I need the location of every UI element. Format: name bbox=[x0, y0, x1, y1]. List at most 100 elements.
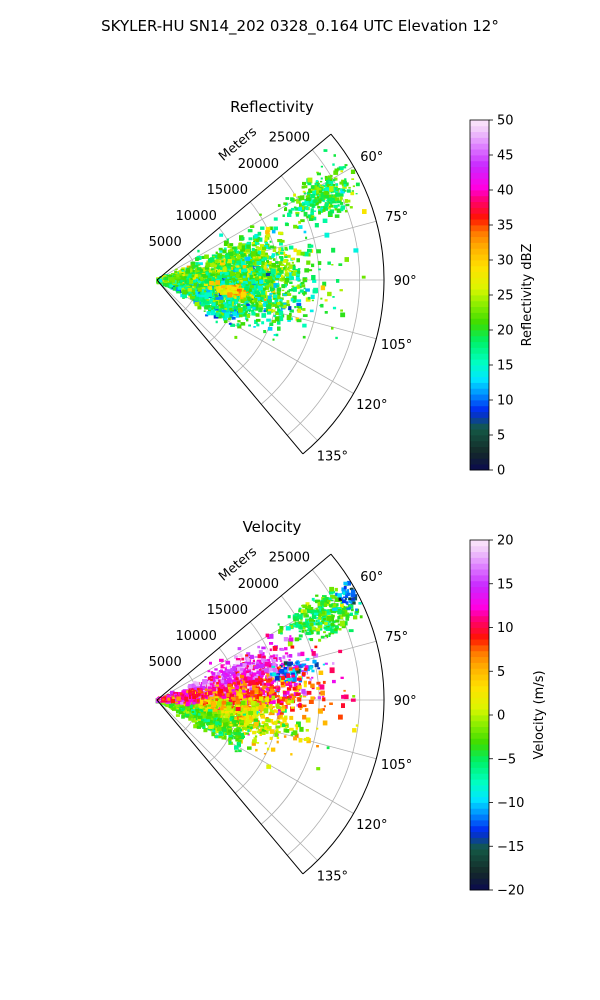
echo-gate bbox=[237, 288, 241, 292]
echo-gate bbox=[195, 262, 199, 266]
echo-gate bbox=[212, 256, 215, 258]
echo-gate bbox=[221, 683, 225, 686]
echo-gate bbox=[361, 275, 366, 279]
echo-gate bbox=[246, 244, 251, 249]
echo-gate bbox=[284, 652, 289, 655]
echo-gate bbox=[264, 308, 267, 310]
echo-gate bbox=[236, 250, 239, 254]
echo-gate bbox=[223, 240, 229, 246]
colorbar-step bbox=[470, 341, 489, 348]
echo-gate bbox=[192, 292, 196, 295]
echo-gate bbox=[277, 326, 281, 331]
echo-gate bbox=[257, 237, 261, 240]
echo-gate bbox=[242, 268, 248, 272]
echo-gate bbox=[184, 280, 187, 283]
echo-gate bbox=[201, 273, 207, 278]
echo-gate bbox=[267, 678, 271, 681]
echo-gate bbox=[254, 675, 258, 679]
echo-gate bbox=[239, 265, 243, 270]
echo-gate bbox=[266, 311, 272, 315]
echo-gate bbox=[299, 697, 302, 699]
echo-gate bbox=[194, 274, 198, 278]
echo-gate bbox=[288, 654, 292, 657]
echo-gate bbox=[265, 633, 270, 638]
echo-gate bbox=[347, 592, 350, 596]
echo-gate bbox=[264, 661, 270, 667]
echo-gate bbox=[351, 597, 355, 601]
echo-gate bbox=[293, 299, 297, 303]
echo-gate bbox=[264, 309, 269, 313]
echo-gate bbox=[362, 209, 367, 214]
echo-gate bbox=[332, 296, 335, 298]
echo-gate bbox=[272, 662, 277, 668]
echo-gate bbox=[308, 244, 314, 248]
echo-gate bbox=[297, 195, 301, 198]
echo-gate bbox=[262, 655, 266, 659]
echo-gate bbox=[340, 202, 344, 205]
echo-gate bbox=[222, 293, 227, 298]
colorbar-step bbox=[470, 417, 489, 424]
echo-gate bbox=[238, 653, 243, 657]
echo-gate bbox=[219, 250, 223, 253]
echo-gate bbox=[240, 281, 244, 285]
echo-gate bbox=[245, 248, 250, 252]
echo-gate bbox=[298, 614, 303, 620]
echo-gate bbox=[240, 280, 243, 283]
echo-gate bbox=[274, 316, 280, 322]
echo-gate bbox=[229, 243, 234, 246]
echo-gate bbox=[225, 660, 231, 665]
echo-gate bbox=[229, 309, 232, 312]
echo-gate bbox=[334, 207, 338, 211]
echo-gate bbox=[236, 271, 240, 276]
echo-gate bbox=[310, 612, 314, 615]
echo-gate bbox=[239, 312, 244, 316]
echo-gate bbox=[269, 226, 273, 231]
echo-gate bbox=[309, 309, 314, 313]
range-tick-label: 20000 bbox=[238, 157, 279, 172]
echo-gate bbox=[253, 273, 257, 276]
echo-gate bbox=[284, 207, 287, 210]
echo-gate bbox=[259, 213, 262, 216]
echo-gate bbox=[234, 692, 237, 696]
echo-gate bbox=[211, 277, 215, 281]
echo-gate bbox=[340, 170, 343, 173]
echo-gate bbox=[291, 672, 295, 676]
colorbar-step bbox=[470, 271, 489, 278]
echo-gate bbox=[335, 183, 339, 186]
echo-gate bbox=[217, 687, 221, 690]
echo-gate bbox=[255, 302, 259, 305]
echo-gate bbox=[341, 694, 346, 699]
echo-gate bbox=[231, 265, 234, 268]
echo-gate bbox=[260, 293, 266, 299]
echo-gate bbox=[316, 172, 321, 176]
echo-gate bbox=[258, 687, 262, 691]
echo-gate bbox=[327, 624, 333, 630]
echo-gate bbox=[327, 203, 331, 206]
echo-gate bbox=[333, 194, 337, 199]
echo-gate bbox=[281, 284, 286, 289]
echo-gate bbox=[340, 603, 344, 608]
echo-gate bbox=[238, 280, 242, 284]
echo-gate bbox=[263, 330, 267, 334]
echo-gate bbox=[288, 637, 294, 642]
echo-gate bbox=[332, 607, 337, 611]
echo-gate bbox=[242, 306, 246, 309]
echo-gate bbox=[276, 666, 281, 671]
echo-gate bbox=[194, 296, 199, 301]
echo-gate bbox=[200, 684, 204, 687]
echo-gate bbox=[242, 663, 247, 668]
echo-gate bbox=[256, 254, 260, 258]
echo-gate bbox=[198, 297, 203, 302]
echo-gate bbox=[221, 285, 226, 289]
echo-gate bbox=[250, 262, 253, 264]
echo-gate bbox=[317, 206, 321, 209]
echo-gate bbox=[190, 289, 196, 293]
echo-gate bbox=[258, 301, 261, 304]
colorbar-step bbox=[470, 330, 489, 337]
echo-gate bbox=[215, 297, 220, 300]
echo-gate bbox=[250, 251, 256, 257]
echo-gate bbox=[240, 260, 246, 266]
echo-gate bbox=[210, 268, 214, 271]
echo-gate bbox=[246, 313, 251, 318]
echo-gate bbox=[227, 259, 232, 264]
